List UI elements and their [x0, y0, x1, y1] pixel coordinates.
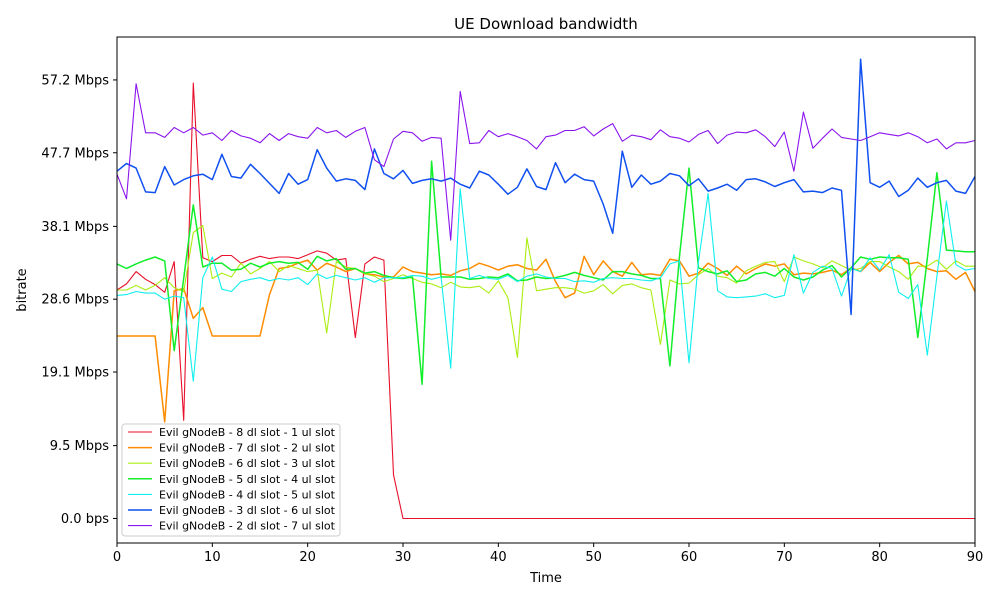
series-line-5 — [116, 58, 976, 316]
x-tick-label: 30 — [395, 550, 412, 565]
y-tick-label: 28.6 Mbps — [41, 293, 109, 308]
legend-label-4: Evil gNodeB - 4 dl slot - 5 ul slot — [159, 488, 336, 501]
x-axis-label: Time — [529, 571, 562, 586]
y-tick-label: 9.5 Mbps — [50, 439, 110, 454]
legend-label-5: Evil gNodeB - 3 dl slot - 6 ul slot — [159, 504, 336, 517]
legend: Evil gNodeB - 8 dl slot - 1 ul slot Evil … — [121, 423, 341, 537]
series-line-2 — [117, 225, 975, 359]
y-tick-label: 19.1 Mbps — [41, 366, 109, 381]
x-tick-label: 60 — [681, 550, 698, 565]
series-line-4 — [116, 188, 976, 382]
x-tick-label: 10 — [204, 550, 221, 565]
y-tick-label: 0.0 bps — [61, 512, 109, 527]
plot-frame — [116, 36, 976, 544]
x-tick-label: 50 — [585, 550, 602, 565]
x-tick-label: 20 — [299, 550, 316, 565]
legend-label-1: Evil gNodeB - 7 dl slot - 2 ul slot — [159, 442, 336, 455]
axes-layer — [116, 36, 976, 544]
x-tick-label: 80 — [871, 550, 888, 565]
x-tick-label: 0 — [113, 550, 121, 565]
x-tick-label: 40 — [490, 550, 507, 565]
y-tick-label: 57.2 Mbps — [41, 73, 109, 88]
x-tick-label: 90 — [967, 550, 984, 565]
y-tick-label: 38.1 Mbps — [41, 220, 109, 235]
series-line-6 — [116, 83, 976, 241]
series-layer — [116, 58, 976, 520]
x-tick-label: 70 — [776, 550, 793, 565]
legend-label-6: Evil gNodeB - 2 dl slot - 7 ul slot — [159, 520, 336, 533]
y-tick-label: 47.7 Mbps — [41, 146, 109, 161]
ticks-layer: 0 10 20 30 40 50 60 70 80 90 0.0 bps 9.5 Mbps 19.1 M… — [41, 73, 983, 565]
chart-title: UE Download bandwidth — [454, 15, 638, 33]
series-line-3 — [116, 160, 975, 386]
series-line-0 — [116, 82, 975, 520]
legend-box — [121, 423, 341, 537]
legend-label-0: Evil gNodeB - 8 dl slot - 1 ul slot — [159, 426, 336, 439]
legend-label-3: Evil gNodeB - 5 dl slot - 4 ul slot — [159, 473, 336, 486]
legend-label-2: Evil gNodeB - 6 dl slot - 3 ul slot — [159, 457, 336, 470]
y-axis-label: bitrate — [15, 268, 30, 311]
